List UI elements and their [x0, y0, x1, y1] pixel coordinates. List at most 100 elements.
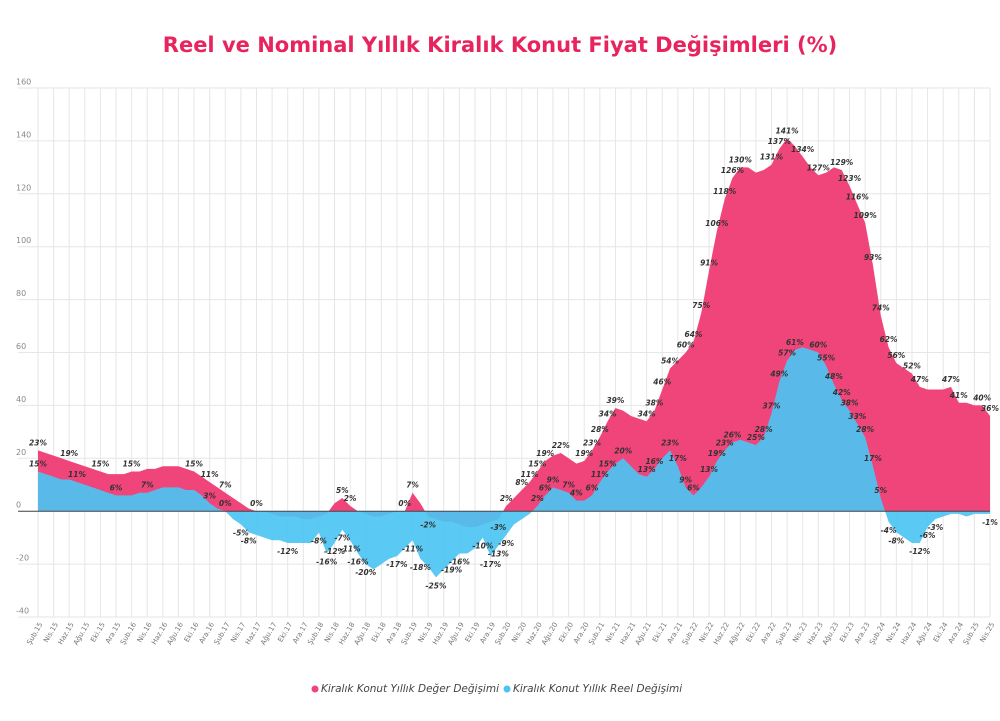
y-tick-label: 80	[16, 289, 26, 298]
data-label: -6%	[920, 531, 936, 540]
data-label: 109%	[854, 211, 878, 220]
data-label: 0%	[398, 499, 411, 508]
data-label: 126%	[721, 166, 745, 175]
data-label: 106%	[705, 219, 729, 228]
data-label: 61%	[786, 338, 804, 347]
data-label: 7%	[406, 481, 419, 490]
data-label: 123%	[838, 174, 862, 183]
x-tick-label: Şub.24	[868, 621, 887, 647]
data-label: 17%	[864, 454, 882, 463]
data-label: 16%	[645, 457, 663, 466]
data-label: 11%	[521, 470, 539, 479]
data-label: 15%	[29, 460, 47, 469]
data-label: 23%	[29, 438, 47, 447]
data-label: 8%	[515, 478, 528, 487]
data-label: 93%	[864, 253, 882, 262]
data-label: -11%	[340, 544, 362, 553]
data-label: -9%	[498, 539, 514, 548]
x-tick-label: Nis.25	[979, 621, 997, 644]
data-label: 28%	[591, 425, 609, 434]
legend-label: Kiralık Konut Yıllık Değer Değişimi	[321, 683, 499, 695]
data-label: -16%	[316, 558, 338, 567]
data-label: 6%	[110, 483, 123, 492]
legend-marker	[503, 685, 511, 693]
data-label: 5%	[874, 486, 887, 495]
chart-title: Reel ve Nominal Yıllık Kiralık Konut Fiy…	[163, 33, 837, 57]
data-label: -2%	[420, 520, 436, 529]
data-label: 134%	[791, 145, 815, 154]
data-label: 54%	[661, 356, 679, 365]
data-label: 91%	[700, 259, 718, 268]
data-label: 141%	[776, 126, 800, 135]
data-label: 130%	[729, 155, 753, 164]
data-label: 38%	[841, 399, 859, 408]
data-label: 137%	[768, 137, 792, 146]
data-label: 48%	[825, 372, 843, 381]
data-label: -1%	[982, 518, 998, 527]
data-label: 3%	[203, 491, 216, 500]
data-label: 19%	[708, 449, 726, 458]
data-label: 19%	[60, 449, 78, 458]
data-label: 60%	[677, 341, 695, 350]
data-label: 40%	[973, 393, 991, 402]
data-label: 46%	[653, 378, 671, 387]
data-label: 15%	[599, 460, 617, 469]
data-label: 0%	[219, 499, 232, 508]
data-label: 2%	[500, 494, 513, 503]
data-label: 0%	[250, 499, 263, 508]
area	[38, 138, 990, 528]
data-label: -25%	[425, 581, 447, 590]
x-tick-label: Ağu.24	[915, 621, 935, 647]
legend-label: Kiralık Konut Yıllık Reel Değişimi	[513, 683, 682, 695]
data-label: 7%	[141, 481, 154, 490]
data-label: 57%	[778, 348, 796, 357]
data-label: 25%	[747, 433, 765, 442]
data-label: 49%	[770, 370, 788, 379]
data-label: 47%	[942, 375, 960, 384]
data-label: -12%	[909, 547, 931, 556]
data-label: -16%	[449, 558, 471, 567]
data-label: -20%	[355, 568, 377, 577]
data-label: 15%	[185, 460, 203, 469]
data-label: 41%	[950, 391, 968, 400]
legend-marker	[311, 685, 319, 693]
data-label: 55%	[817, 354, 835, 363]
data-label: -8%	[311, 536, 327, 545]
data-label: 19%	[536, 449, 554, 458]
x-tick-label: Şub.15	[25, 621, 44, 646]
data-label: 15%	[91, 460, 109, 469]
data-label: 33%	[848, 412, 866, 421]
data-label: -8%	[888, 536, 904, 545]
y-tick-label: 40	[16, 395, 26, 404]
data-label: 74%	[872, 303, 890, 312]
data-label: 56%	[887, 351, 905, 360]
data-label: 13%	[638, 465, 656, 474]
y-tick-label: -20	[16, 554, 29, 563]
data-label: -3%	[927, 523, 943, 532]
data-label: 28%	[755, 425, 773, 434]
data-label: 22%	[552, 441, 570, 450]
data-label: 6%	[687, 483, 700, 492]
x-tick-label: Şub.16	[119, 621, 138, 647]
data-label: 75%	[692, 301, 710, 310]
data-label: -11%	[402, 544, 424, 553]
y-tick-label: 100	[16, 236, 31, 245]
data-label: 9%	[679, 475, 692, 484]
data-label: 17%	[669, 454, 687, 463]
data-label: 118%	[713, 187, 737, 196]
data-label: 19%	[575, 449, 593, 458]
data-label: 4%	[570, 489, 583, 498]
data-label: -7%	[334, 534, 350, 543]
data-label: 13%	[700, 465, 718, 474]
data-label: 37%	[763, 401, 781, 410]
area	[38, 347, 990, 578]
data-label: 7%	[562, 481, 575, 490]
data-label: 2%	[531, 494, 544, 503]
data-label: -12%	[324, 547, 346, 556]
y-tick-label: 140	[16, 130, 31, 139]
data-label: 11%	[68, 470, 86, 479]
data-label: 23%	[661, 438, 679, 447]
data-label: 39%	[606, 396, 624, 405]
data-label: 23%	[716, 438, 734, 447]
